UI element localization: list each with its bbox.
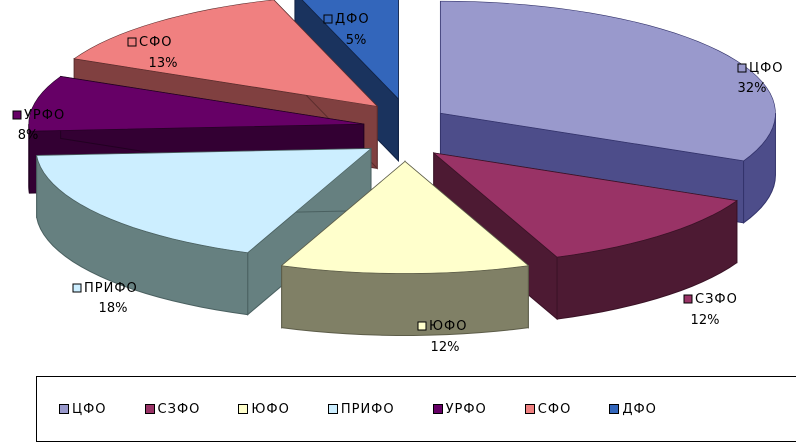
data-label-value-1: 32% [738,81,767,96]
data-label-category-1: ЦФО [749,61,784,76]
labels-layer: ЦФО 32% СЗФО 12% ЮФО 12% ПРИФО 18% УРФО 8% СФО 13% Д… [12,12,784,355]
data-label-swatch-4 [72,283,82,293]
legend-swatch-2 [144,404,155,414]
slices-layer [28,0,776,336]
legend-label-7: ДФО [622,401,657,417]
pie-slice-4 [36,147,372,316]
data-label-category-2: СЗФО [695,292,738,307]
legend-item-6: СФО [524,401,572,417]
slice-top-2 [432,152,738,258]
slice-top-1 [440,0,776,162]
legend-swatch-7 [609,404,620,414]
data-label-swatch-7 [323,14,333,24]
data-label-value-4: 18% [99,301,128,316]
slice-outer-wall-3 [281,265,529,336]
legend-label-2: СЗФО [157,401,201,417]
data-label-category-5: УРФО [24,108,65,123]
legend-row: ЦФО СЗФО ЮФО ПРИФО УРФО СФО ДФО [59,377,695,441]
legend-label-5: УРФО [445,401,487,417]
data-label-6: СФО 13% [127,35,178,71]
slice-top-3 [280,161,530,274]
data-label-1: ЦФО 32% [737,61,784,96]
legend-label-4: ПРИФО [340,401,395,417]
data-label-5: УРФО 8% [12,108,65,143]
data-label-category-7: ДФО [335,12,370,27]
legend-item-5: УРФО [432,401,487,417]
slice-top-5 [28,76,364,132]
data-label-3: ЮФО 12% [417,319,467,355]
legend-swatch-4 [327,404,338,414]
chart-legend: ЦФО СЗФО ЮФО ПРИФО УРФО СФО ДФО [36,376,796,442]
data-label-swatch-5 [12,110,22,120]
data-label-7: ДФО 5% [323,12,370,48]
data-label-category-6: СФО [139,35,173,50]
data-label-category-4: ПРИФО [84,281,138,296]
data-label-4: ПРИФО 18% [72,281,138,316]
slice-top-4 [36,148,372,253]
legend-swatch-1 [59,404,69,414]
data-label-value-2: 12% [691,313,720,328]
data-label-swatch-3 [417,321,427,331]
data-label-value-3: 12% [431,340,460,355]
data-label-swatch-1 [737,63,747,73]
legend-label-6: СФО [537,401,572,417]
data-label-swatch-6 [127,37,137,47]
legend-item-4: ПРИФО [327,401,395,417]
legend-swatch-3 [238,404,249,414]
legend-item-2: СЗФО [144,401,201,417]
slice-top-7 [301,0,399,100]
legend-item-3: ЮФО [238,402,289,417]
legend-item-7: ДФО [609,402,657,417]
legend-label-1: ЦФО [72,401,107,417]
data-label-value-5: 8% [18,128,39,143]
legend-swatch-5 [432,404,443,414]
data-label-2: СЗФО 12% [683,292,738,328]
slice-top-6 [73,0,379,107]
data-label-category-3: ЮФО [429,319,467,334]
pie-slice-3 [280,160,530,336]
legend-swatch-6 [524,404,535,414]
data-label-swatch-2 [683,294,693,304]
data-label-value-6: 13% [149,56,178,71]
legend-item-1: ЦФО [59,402,107,417]
legend-label-3: ЮФО [251,401,290,417]
data-label-value-7: 5% [346,33,367,48]
